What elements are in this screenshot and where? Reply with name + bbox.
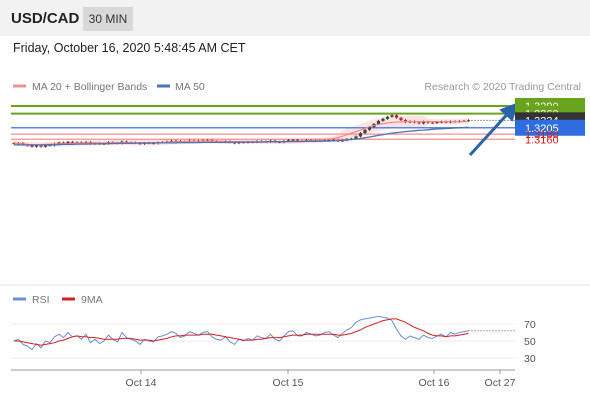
symbol-title: USD/CAD: [11, 10, 80, 27]
moving-averages: [13, 120, 469, 146]
candle-body: [390, 115, 394, 117]
candle-body: [417, 122, 421, 124]
candle-body: [354, 136, 358, 139]
candle-body: [363, 129, 367, 134]
candle-body: [381, 118, 385, 121]
candle-body: [426, 121, 430, 123]
legend-rsi-label: RSI: [32, 294, 50, 306]
forecast-arrow: [468, 102, 519, 157]
candle-body: [399, 117, 403, 121]
candle-body: [444, 121, 448, 123]
rsi-tick-label: 70: [524, 319, 536, 331]
candle-body: [439, 121, 444, 123]
pivot-label-box: [515, 119, 585, 136]
candle-body: [327, 139, 331, 141]
legend-ma20-label: MA 20 + Bollinger Bands: [32, 81, 147, 93]
candle-body: [376, 120, 381, 124]
candle-body: [430, 122, 435, 124]
candle-body: [48, 144, 52, 146]
candle-body: [435, 122, 439, 124]
candle-body: [151, 143, 156, 145]
candle-body: [286, 140, 291, 142]
x-tick-label: Oct 16: [419, 377, 450, 389]
candle-body: [394, 115, 399, 118]
x-tick-label: Oct 27: [485, 377, 516, 389]
candle-body: [12, 143, 16, 145]
candle-body: [34, 145, 39, 147]
legend-ma9-label: 9MA: [81, 294, 103, 306]
x-axis: Oct 14 Oct 15 Oct 16 Oct 27: [126, 370, 516, 389]
candle-body: [295, 139, 300, 141]
candle-body: [124, 141, 129, 143]
candle-body: [232, 142, 237, 144]
research-credit: Research © 2020 Trading Central: [424, 81, 581, 93]
candle-body: [385, 116, 390, 119]
chart-datetime: Friday, October 16, 2020 5:48:45 AM CET: [13, 41, 246, 55]
rsi-line: [13, 315, 469, 351]
rsi-tick-label: 50: [524, 336, 536, 348]
candle-body: [466, 120, 471, 122]
support-label: 1.3160: [525, 134, 559, 146]
chart-header: USD/CAD 30 MIN: [0, 0, 590, 36]
legend-ma50-label: MA 50: [175, 81, 205, 93]
price-levels: [11, 105, 515, 140]
candle-body: [291, 139, 295, 141]
ma50-line: [14, 126, 469, 146]
candle-body: [358, 133, 363, 137]
pivot-label: 1.3205: [525, 123, 559, 135]
candle-body: [70, 141, 75, 143]
support-label: 1.3180: [525, 129, 559, 141]
rsi-panel: 70 50 30: [11, 315, 536, 365]
rsi-tick-label: 30: [524, 353, 536, 365]
candle-body: [66, 141, 70, 144]
timeframe-button[interactable]: 30 MIN: [83, 7, 133, 31]
candle-body: [43, 144, 48, 147]
x-tick-label: Oct 15: [273, 377, 304, 389]
rsi-ma9-line: [14, 318, 469, 346]
candle-body: [57, 142, 61, 144]
x-tick-label: Oct 14: [126, 377, 157, 389]
candle-body: [367, 126, 372, 130]
candle-body: [39, 145, 43, 147]
candle-body: [421, 121, 426, 124]
candle-body: [30, 145, 34, 147]
